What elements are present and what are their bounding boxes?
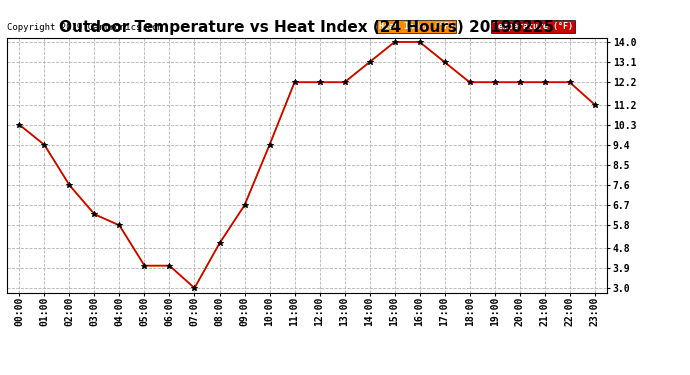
Title: Outdoor Temperature vs Heat Index (24 Hours) 20190225: Outdoor Temperature vs Heat Index (24 Ho… — [59, 20, 555, 35]
Text: Copyright 2019 Cartronics.com: Copyright 2019 Cartronics.com — [7, 23, 163, 32]
Text: Heat Index (°F): Heat Index (°F) — [379, 22, 454, 31]
Text: Temperature (°F): Temperature (°F) — [493, 22, 573, 31]
